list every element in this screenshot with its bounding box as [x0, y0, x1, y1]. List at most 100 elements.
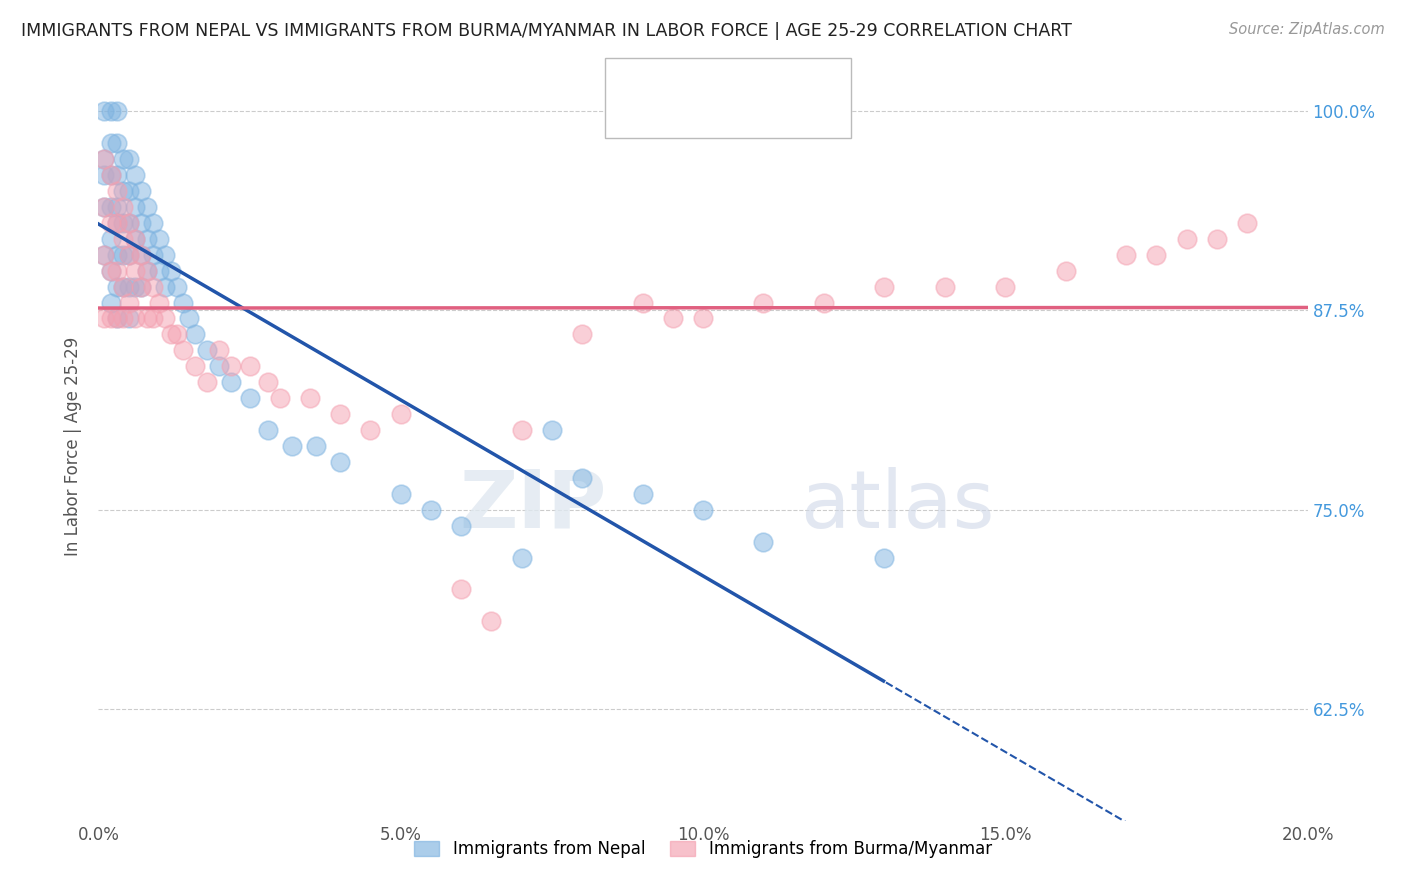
Point	[360, 423, 382, 437]
Point	[111, 311, 134, 326]
Point	[124, 279, 146, 293]
Point	[100, 232, 122, 246]
Point	[111, 152, 134, 166]
Point	[93, 152, 115, 166]
Text: R =: R =	[647, 73, 685, 91]
Point	[135, 200, 157, 214]
Point	[93, 104, 115, 119]
Text: atlas: atlas	[800, 467, 994, 545]
Point	[329, 407, 352, 421]
Point	[172, 343, 194, 358]
Point	[100, 311, 122, 326]
Text: -0.257: -0.257	[686, 73, 751, 91]
Point	[111, 248, 134, 262]
Point	[179, 311, 201, 326]
Point	[481, 615, 503, 629]
Point	[1115, 248, 1137, 262]
Point	[153, 279, 176, 293]
Point	[148, 295, 170, 310]
Point	[105, 216, 128, 230]
Point	[1206, 232, 1229, 246]
Text: N =: N =	[747, 107, 786, 125]
Point	[873, 279, 896, 293]
Point	[135, 232, 157, 246]
Point	[450, 582, 472, 597]
Point	[124, 232, 146, 246]
Point	[269, 391, 291, 405]
Point	[93, 248, 115, 262]
Text: Source: ZipAtlas.com: Source: ZipAtlas.com	[1229, 22, 1385, 37]
Point	[172, 295, 194, 310]
Point	[148, 263, 170, 277]
Point	[142, 248, 165, 262]
Point	[129, 279, 152, 293]
Point	[129, 184, 152, 198]
Point	[540, 423, 562, 437]
Point	[129, 279, 152, 293]
Point	[142, 216, 165, 230]
Text: 0.137: 0.137	[686, 107, 742, 125]
Point	[239, 391, 262, 405]
Point	[100, 295, 122, 310]
Point	[166, 327, 188, 342]
Point	[105, 200, 128, 214]
Point	[934, 279, 956, 293]
Point	[571, 471, 593, 485]
Point	[93, 248, 115, 262]
Point	[93, 311, 115, 326]
Point	[450, 518, 472, 533]
Point	[124, 311, 146, 326]
Point	[661, 311, 683, 326]
Point	[111, 200, 134, 214]
Point	[100, 168, 122, 182]
Point	[305, 439, 328, 453]
Point	[118, 279, 141, 293]
Point	[692, 502, 714, 516]
Point	[93, 200, 115, 214]
Point	[420, 502, 443, 516]
Point	[129, 216, 152, 230]
Point	[142, 279, 165, 293]
Point	[118, 216, 141, 230]
Point	[752, 534, 775, 549]
Point	[118, 216, 141, 230]
Point	[100, 200, 122, 214]
Point	[184, 359, 207, 374]
Legend: Immigrants from Nepal, Immigrants from Burma/Myanmar: Immigrants from Nepal, Immigrants from B…	[408, 833, 998, 864]
Point	[105, 168, 128, 182]
Point	[389, 487, 412, 501]
Point	[118, 184, 141, 198]
Point	[184, 327, 207, 342]
Text: ZIP: ZIP	[458, 467, 606, 545]
Point	[105, 279, 128, 293]
Point	[118, 311, 141, 326]
Point	[631, 487, 654, 501]
Point	[195, 376, 218, 390]
Point	[208, 359, 231, 374]
Point	[118, 152, 141, 166]
Point	[105, 104, 128, 119]
Point	[124, 200, 146, 214]
Point	[100, 168, 122, 182]
Point	[100, 263, 122, 277]
Text: 62: 62	[780, 107, 806, 125]
Point	[1175, 232, 1198, 246]
Point	[100, 263, 122, 277]
Point	[160, 327, 183, 342]
Point	[299, 391, 322, 405]
Text: 71: 71	[780, 73, 806, 91]
Point	[100, 216, 122, 230]
Point	[105, 263, 128, 277]
Point	[631, 295, 654, 310]
Point	[105, 216, 128, 230]
Point	[111, 279, 134, 293]
FancyBboxPatch shape	[614, 107, 640, 128]
Point	[160, 263, 183, 277]
Point	[93, 152, 115, 166]
Point	[124, 168, 146, 182]
Point	[118, 248, 141, 262]
Text: N =: N =	[747, 73, 786, 91]
Point	[118, 248, 141, 262]
Point	[100, 136, 122, 150]
Text: IMMIGRANTS FROM NEPAL VS IMMIGRANTS FROM BURMA/MYANMAR IN LABOR FORCE | AGE 25-2: IMMIGRANTS FROM NEPAL VS IMMIGRANTS FROM…	[21, 22, 1071, 40]
